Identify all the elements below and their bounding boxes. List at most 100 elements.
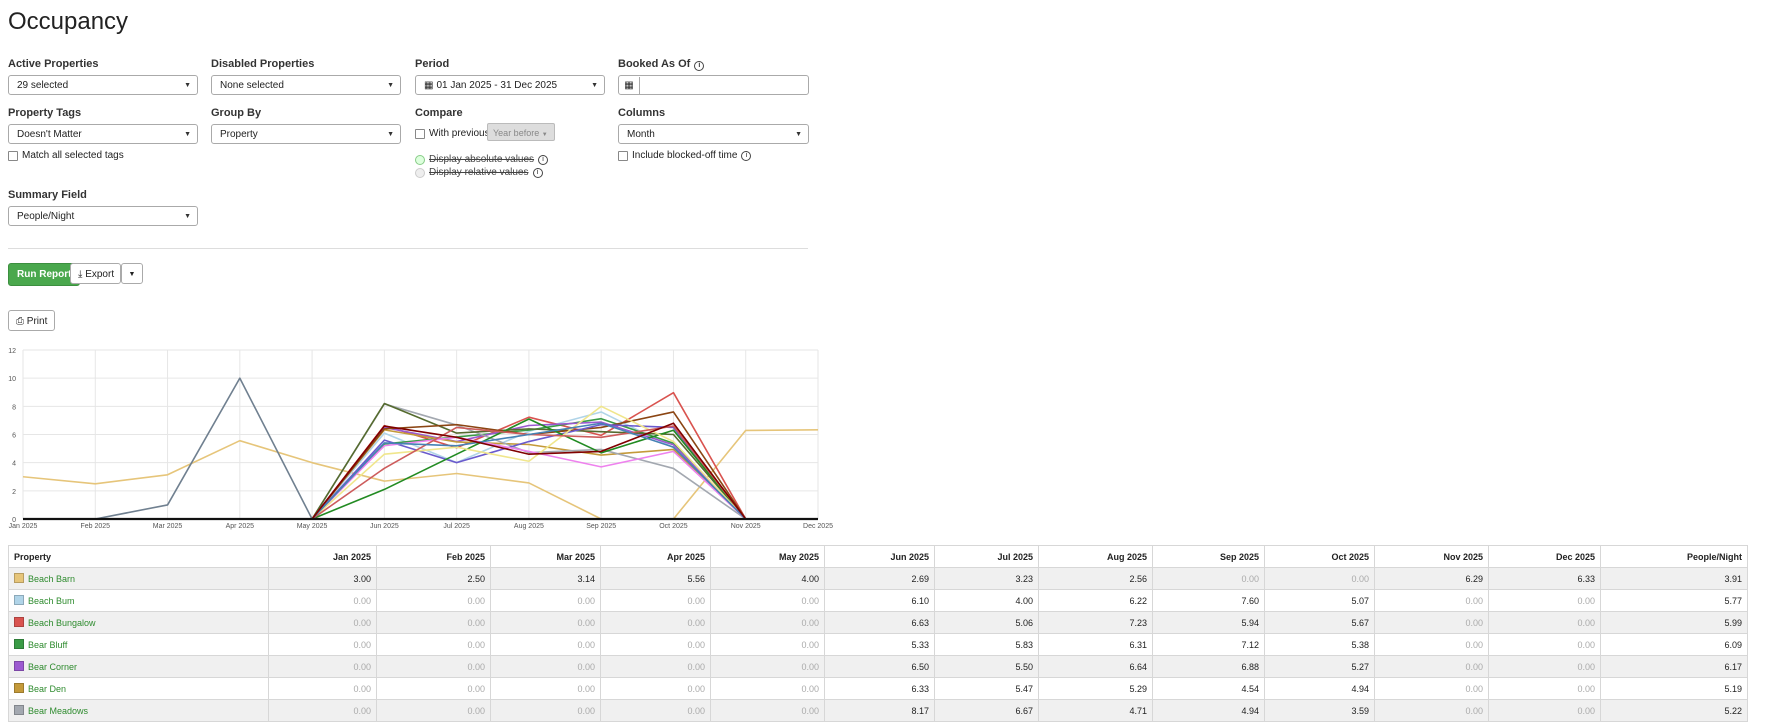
- table-cell: 0.00: [268, 677, 377, 700]
- table-cell: 0.00: [710, 589, 825, 612]
- column-header[interactable]: Sep 2025: [1152, 545, 1265, 568]
- table-cell: 5.27: [1264, 655, 1375, 678]
- table-cell: 5.33: [824, 633, 935, 656]
- active-properties-select[interactable]: 29 selected ▼: [8, 75, 198, 95]
- table-cell: 8.17: [824, 699, 935, 722]
- y-tick-label: 2: [12, 489, 16, 496]
- table-row: Beach Barn 3.00 2.50 3.14 5.56 4.00 2.69 3.23 2.…: [8, 567, 1748, 590]
- color-swatch: [14, 573, 24, 583]
- table-cell: 6.09: [1600, 633, 1748, 656]
- calendar-icon: ▦: [424, 80, 434, 91]
- table-body: Beach Barn 3.00 2.50 3.14 5.56 4.00 2.69 3.23 2.…: [8, 567, 1748, 722]
- table-cell: 0.00: [1374, 611, 1489, 634]
- table-row: Bear Bluff 0.00 0.00 0.00 0.00 0.00 5.33 5.83 6.…: [8, 633, 1748, 656]
- display-absolute-radio[interactable]: Display absolute values i: [415, 154, 549, 165]
- property-link[interactable]: Beach Bungalow: [28, 618, 96, 628]
- table-cell: 5.67: [1264, 611, 1375, 634]
- table-cell: 0.00: [376, 655, 491, 678]
- column-header[interactable]: Feb 2025: [376, 545, 491, 568]
- radio-button[interactable]: [415, 154, 425, 165]
- property-link[interactable]: Beach Barn: [28, 574, 76, 584]
- disabled-properties-select[interactable]: None selected ▼: [211, 75, 401, 95]
- calendar-icon[interactable]: ▦: [619, 77, 640, 95]
- column-header[interactable]: People/Night: [1600, 545, 1748, 568]
- table-cell: 0.00: [376, 677, 491, 700]
- group-by-select[interactable]: Property ▼: [211, 124, 401, 144]
- table-row: Beach Bungalow 0.00 0.00 0.00 0.00 0.00 6.63 5.…: [8, 611, 1748, 634]
- summary-field-select[interactable]: People/Night ▼: [8, 206, 198, 226]
- table-header-row: Property Jan 2025 Feb 2025 Mar 2025 Apr 2025…: [8, 545, 1748, 568]
- print-button[interactable]: ⎙ Print: [8, 310, 56, 331]
- table-cell: 0.00: [1488, 633, 1601, 656]
- info-icon[interactable]: i: [532, 167, 543, 178]
- table-cell: 0.00: [1374, 699, 1489, 722]
- table-cell: 0.00: [710, 611, 825, 634]
- property-link[interactable]: Beach Bum: [28, 596, 75, 606]
- column-header[interactable]: Oct 2025: [1264, 545, 1375, 568]
- caret-down-icon: ▼: [184, 131, 191, 138]
- y-tick-label: 0: [12, 517, 16, 524]
- year-before-select: Year before ▼: [487, 123, 555, 141]
- color-swatch: [14, 617, 24, 627]
- table-cell: 5.94: [1152, 611, 1265, 634]
- column-header[interactable]: Aug 2025: [1038, 545, 1153, 568]
- property-link[interactable]: Bear Bluff: [28, 640, 68, 650]
- x-tick-label: Aug 2025: [514, 523, 544, 530]
- table-cell: 6.33: [1488, 567, 1601, 590]
- table-cell: 5.47: [934, 677, 1039, 700]
- period-select[interactable]: ▦ 01 Jan 2025 - 31 Dec 2025 ▼: [415, 75, 605, 95]
- table-cell: 0.00: [376, 611, 491, 634]
- property-link[interactable]: Bear Den: [28, 684, 67, 694]
- radio-button[interactable]: [415, 167, 425, 178]
- checkbox[interactable]: [8, 150, 18, 161]
- table-cell: 0.00: [268, 611, 377, 634]
- columns-select[interactable]: Month ▼: [618, 124, 809, 144]
- column-header[interactable]: Jul 2025: [934, 545, 1039, 568]
- caret-down-icon: ▼: [795, 131, 802, 138]
- display-relative-radio[interactable]: Display relative values i: [415, 167, 543, 178]
- with-previous-checkbox[interactable]: With previous: [415, 128, 490, 139]
- period-label: Period: [415, 58, 450, 70]
- property-cell: Beach Bungalow: [8, 611, 269, 634]
- table-cell: 0.00: [710, 633, 825, 656]
- property-link[interactable]: Bear Meadows: [28, 706, 89, 716]
- table-cell: 5.50: [934, 655, 1039, 678]
- table-cell: 5.99: [1600, 611, 1748, 634]
- column-header[interactable]: Apr 2025: [600, 545, 711, 568]
- table-cell: 6.31: [1038, 633, 1153, 656]
- property-link[interactable]: Bear Corner: [28, 662, 78, 672]
- column-header[interactable]: Mar 2025: [490, 545, 601, 568]
- info-icon[interactable]: i: [741, 150, 752, 161]
- caret-down-icon: ▼: [184, 213, 191, 220]
- caret-down-icon: ▼: [387, 131, 394, 138]
- info-icon[interactable]: i: [538, 154, 549, 165]
- checkbox[interactable]: [415, 128, 425, 139]
- table-cell: 5.06: [934, 611, 1039, 634]
- column-header[interactable]: Jan 2025: [268, 545, 377, 568]
- table-cell: 0.00: [376, 633, 491, 656]
- active-properties-label: Active Properties: [8, 58, 99, 70]
- match-all-tags-checkbox[interactable]: Match all selected tags: [8, 150, 124, 161]
- checkbox[interactable]: [618, 150, 628, 161]
- table-cell: 5.07: [1264, 589, 1375, 612]
- property-tags-select[interactable]: Doesn't Matter ▼: [8, 124, 198, 144]
- export-dropdown-toggle[interactable]: ▼: [121, 263, 143, 284]
- column-header[interactable]: May 2025: [710, 545, 825, 568]
- column-header[interactable]: Dec 2025: [1488, 545, 1601, 568]
- table-cell: 7.60: [1152, 589, 1265, 612]
- column-header-property[interactable]: Property: [8, 545, 269, 568]
- table-cell: 5.19: [1600, 677, 1748, 700]
- include-blocked-checkbox[interactable]: Include blocked-off time i: [618, 150, 752, 161]
- table-cell: 0.00: [1488, 589, 1601, 612]
- export-button[interactable]: ⤓ Export: [70, 263, 122, 284]
- columns-label: Columns: [618, 107, 666, 119]
- column-header[interactable]: Nov 2025: [1374, 545, 1489, 568]
- column-header[interactable]: Jun 2025: [824, 545, 935, 568]
- info-icon[interactable]: i: [694, 61, 705, 71]
- x-tick-label: Mar 2025: [153, 523, 183, 530]
- table-row: Bear Meadows 0.00 0.00 0.00 0.00 0.00 8.17 6.67…: [8, 699, 1748, 722]
- table-row: Bear Den 0.00 0.00 0.00 0.00 0.00 6.33 5.47 5.29…: [8, 677, 1748, 700]
- table-cell: 2.69: [824, 567, 935, 590]
- booked-as-of-input[interactable]: ▦: [618, 75, 809, 95]
- caret-down-icon: ▼: [541, 132, 548, 138]
